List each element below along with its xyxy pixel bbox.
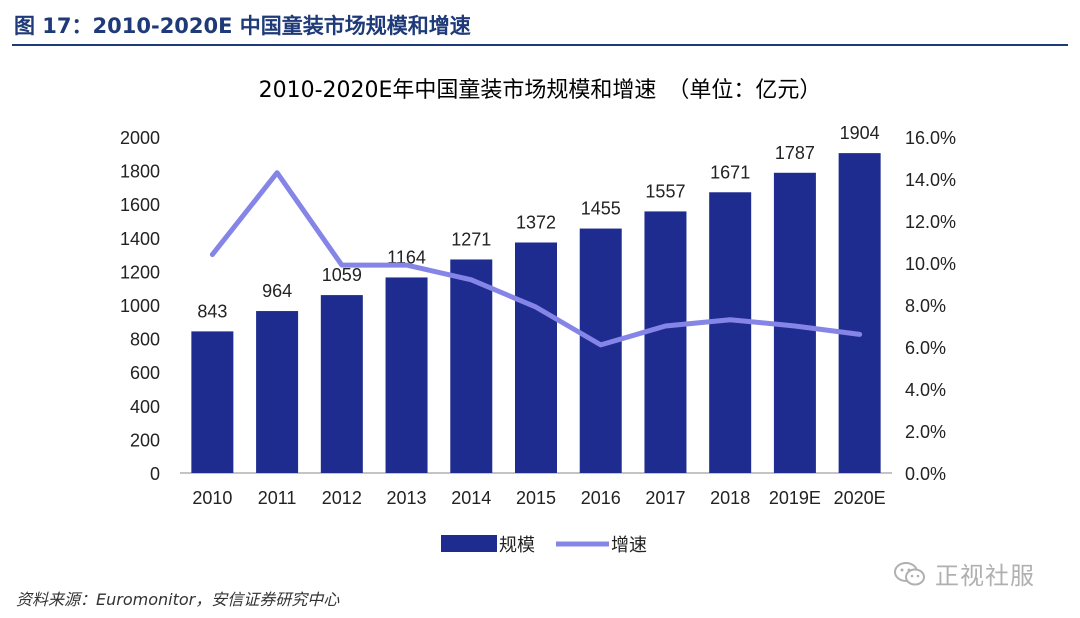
category-label: 2018: [710, 488, 750, 508]
legend-label: 规模: [499, 535, 535, 556]
bar-data-label: 1557: [645, 181, 685, 201]
right-axis-tick-label: 2.0%: [905, 422, 946, 442]
category-label: 2016: [581, 488, 621, 508]
left-axis-tick-label: 200: [130, 430, 160, 450]
plot-area: 0 200 400 600 800 1000 1200 1400 1600 1800 2000 0.0…: [120, 123, 956, 556]
figure-header: 图 17：2010-2020E 中国童装市场规模和增速: [0, 0, 1080, 46]
bar-data-label: 964: [262, 281, 292, 301]
bar: [515, 242, 557, 473]
wechat-icon: [894, 561, 925, 585]
category-label: 2011: [258, 488, 297, 508]
bar-data-label: 1455: [581, 199, 621, 219]
watermark-text: 正视社服: [935, 562, 1035, 590]
source-note: 资料来源：Euromonitor，安信证券研究中心: [16, 590, 340, 609]
left-axis-tick-label: 800: [130, 330, 160, 350]
left-axis-tick-label: 0: [150, 464, 160, 484]
bar: [838, 153, 881, 474]
right-axis-tick-label: 6.0%: [905, 338, 946, 358]
bar: [709, 192, 752, 473]
market-size-chart: 2010-2020E年中国童装市场规模和增速 （单位：亿元） 0 200 400 60…: [120, 78, 956, 556]
left-axis-tick-label: 2000: [120, 128, 160, 148]
left-axis-tick-label: 1200: [120, 262, 160, 282]
legend-label: 增速: [611, 535, 647, 556]
bar-data-label: 1164: [387, 247, 426, 267]
left-axis-tick-label: 1600: [120, 195, 160, 215]
bar-data-label: 1372: [516, 213, 556, 233]
bar: [191, 331, 234, 473]
left-axis-tick-label: 400: [130, 397, 160, 417]
category-label: 2014: [451, 488, 491, 508]
bar-data-label: 1671: [710, 162, 750, 182]
growth-rate-line: [209, 170, 863, 348]
category-label: 2020E: [834, 488, 886, 508]
category-label: 2012: [322, 488, 362, 508]
bar: [450, 259, 493, 473]
bar-data-label: 843: [197, 301, 227, 321]
right-axis-tick-label: 8.0%: [905, 296, 946, 316]
bar-data-label: 1059: [322, 265, 362, 285]
category-label: 2019E: [769, 488, 821, 508]
header-divider: [12, 44, 1068, 46]
bar: [385, 277, 428, 473]
left-axis-tick-label: 1400: [120, 229, 160, 249]
bar-data-label: 1271: [451, 229, 491, 249]
bar: [320, 295, 363, 473]
watermark: 正视社服: [893, 556, 1035, 591]
bar-data-label: 1904: [840, 123, 880, 143]
right-axis-tick-label: 12.0%: [905, 212, 956, 232]
right-axis-tick-label: 14.0%: [905, 170, 956, 190]
bar: [644, 211, 687, 473]
right-axis-tick-label: 0.0%: [905, 464, 946, 484]
category-label: 2015: [516, 488, 556, 508]
bar: [256, 311, 299, 473]
right-axis-tick-label: 4.0%: [905, 380, 946, 400]
right-axis-tick-label: 16.0%: [905, 128, 956, 148]
bar: [579, 228, 622, 473]
chart-title: 2010-2020E年中国童装市场规模和增速 （单位：亿元）: [259, 78, 822, 103]
category-label: 2017: [645, 488, 685, 508]
left-axis-tick-label: 600: [130, 363, 160, 383]
right-axis-tick-label: 10.0%: [905, 254, 956, 274]
category-label: 2013: [387, 488, 427, 508]
left-axis-tick-label: 1800: [120, 162, 160, 182]
bar-data-label: 1787: [775, 143, 815, 163]
category-label: 2010: [192, 488, 232, 508]
left-axis-tick-label: 1000: [120, 296, 160, 316]
figure-title: 图 17：2010-2020E 中国童装市场规模和增速: [14, 14, 471, 38]
legend-swatch-bar: [441, 535, 497, 552]
